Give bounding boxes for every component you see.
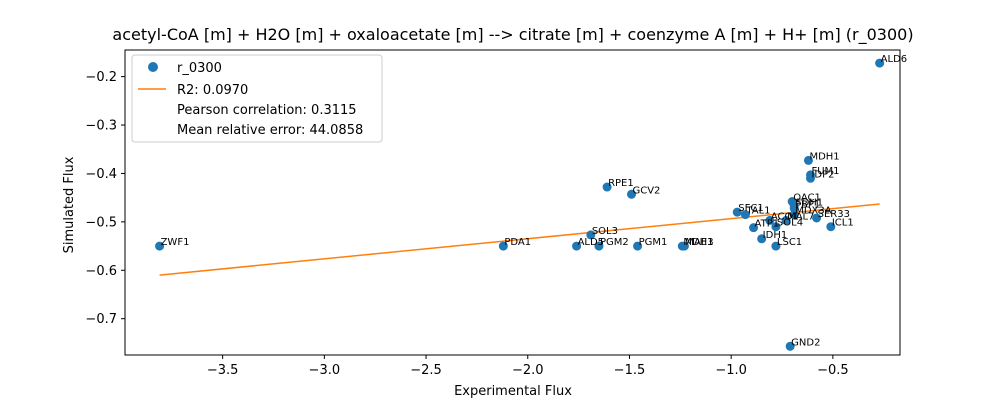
- point-label: ALD6: [881, 54, 907, 65]
- data-point: [771, 222, 781, 232]
- y-tick-label: −0.6: [85, 264, 117, 279]
- data-point: [771, 241, 781, 251]
- point-label: ICL1: [832, 218, 854, 229]
- legend-box: [131, 54, 383, 143]
- y-axis-label: Simulated Flux: [62, 156, 77, 253]
- point-label: FUM1: [811, 166, 839, 177]
- point-label: PDA1: [504, 237, 531, 248]
- point-label: IDH1: [763, 230, 788, 241]
- data-point: [626, 189, 636, 199]
- data-point: [785, 341, 795, 351]
- plot-frame: [124, 49, 901, 356]
- data-point: [679, 241, 689, 251]
- x-axis-label: Experimental Flux: [454, 384, 572, 399]
- data-point: [812, 213, 822, 223]
- data-point: [765, 215, 775, 225]
- fit-line: [159, 203, 880, 276]
- point-label: SDH1: [795, 197, 823, 208]
- point-label: ZWF1: [161, 237, 190, 248]
- data-point: [805, 173, 815, 183]
- y-tick-label: −0.5: [85, 215, 117, 230]
- x-axis: −3.5 −3.0 −2.5 −2.0 −1.5 −1.0 −0.5: [207, 355, 849, 378]
- data-point: [498, 241, 508, 251]
- point-label: FBP1: [795, 199, 820, 210]
- x-tick-label: −3.5: [207, 363, 239, 378]
- point-label: PGM1: [639, 237, 668, 248]
- legend-fit-name: R2: 0.0970: [177, 83, 248, 98]
- point-label: PGM2: [600, 237, 629, 248]
- data-point: [757, 234, 767, 244]
- point-label: MDH1: [809, 151, 839, 162]
- data-point: [572, 241, 582, 251]
- y-tick-label: −0.3: [85, 119, 117, 134]
- point-label: IDP2: [811, 169, 834, 180]
- legend-marker-points: [148, 62, 158, 72]
- data-point: [789, 210, 799, 220]
- data-point: [594, 241, 604, 251]
- data-point: [875, 58, 885, 68]
- point-label: OAC1: [793, 193, 821, 204]
- data-point: [633, 241, 643, 251]
- point-label: MAL7: [787, 211, 814, 222]
- point-label: GND2: [791, 337, 820, 348]
- data-point: [749, 223, 759, 233]
- point-label: MDH3: [683, 237, 713, 248]
- legend-series-name: r_0300: [177, 61, 222, 76]
- x-tick-label: −1.0: [715, 363, 747, 378]
- x-tick-label: −0.5: [817, 363, 849, 378]
- y-tick-label: −0.7: [85, 312, 117, 327]
- data-point: [602, 182, 612, 192]
- point-label: MAE1: [685, 237, 713, 248]
- data-point: [732, 207, 742, 217]
- legend-pearson: Pearson correlation: 0.3115: [177, 103, 357, 118]
- data-point: [803, 155, 813, 165]
- point-label: ATP1: [755, 219, 780, 230]
- point-label: SFC1: [738, 203, 763, 214]
- x-tick-label: −2.0: [512, 363, 544, 378]
- fit-layer: [159, 203, 880, 276]
- point-label: RPE1: [608, 178, 634, 189]
- point-label: SOL4: [777, 218, 803, 229]
- data-point: [155, 241, 165, 251]
- y-axis: −0.7 −0.6 −0.5 −0.4 −0.3 −0.2: [85, 70, 125, 327]
- point-label: SOL3: [592, 226, 618, 237]
- y-tick-label: −0.2: [85, 70, 117, 85]
- point-label: ACO1: [771, 211, 799, 222]
- data-point: [826, 222, 836, 232]
- point-label: GCV2: [632, 185, 660, 196]
- point-label: MDX3A: [795, 206, 832, 217]
- point-label: SER33: [818, 209, 850, 220]
- x-tick-label: −2.5: [410, 363, 442, 378]
- x-tick-label: −1.5: [614, 363, 646, 378]
- data-point: [789, 203, 799, 213]
- point-label: LSC1: [777, 237, 802, 248]
- points-layer: [155, 58, 885, 351]
- data-point: [781, 215, 791, 225]
- point-label: TAL1: [745, 206, 770, 217]
- data-point: [586, 230, 596, 240]
- point-label: ALD5: [578, 237, 604, 248]
- y-tick-label: −0.4: [85, 167, 117, 182]
- chart-title: acetyl-CoA [m] + H2O [m] + oxaloacetate …: [112, 25, 913, 45]
- data-point: [740, 210, 750, 220]
- legend-mean-error: Mean relative error: 44.0858: [177, 123, 363, 138]
- x-tick-label: −3.0: [309, 363, 341, 378]
- legend: r_0300 R2: 0.0970 Pearson correlation: 0…: [131, 54, 383, 143]
